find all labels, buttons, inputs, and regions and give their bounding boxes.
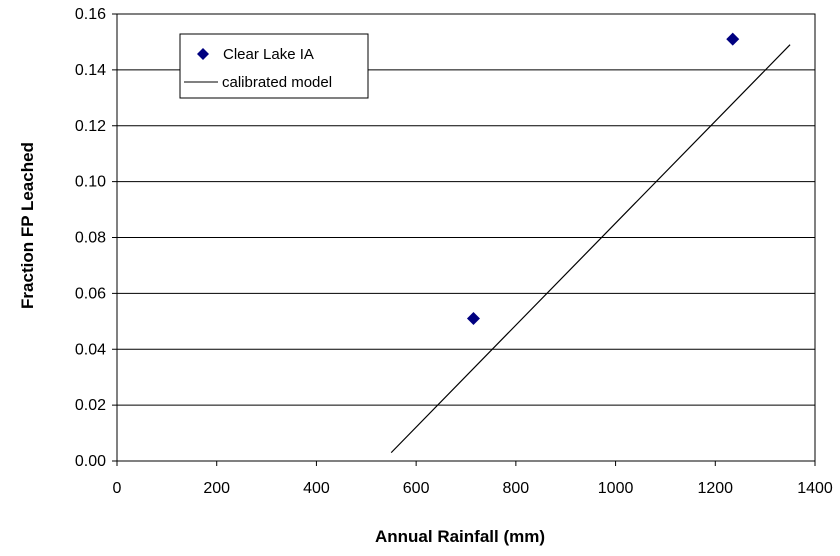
- grid-lines: [117, 69, 815, 406]
- y-tick-label: 0.10: [75, 174, 106, 191]
- series: [390, 32, 791, 454]
- y-tick-label: 0.02: [75, 397, 106, 414]
- y-tick-label: 0.00: [75, 453, 106, 470]
- legend-box: [179, 33, 369, 99]
- data-point: [726, 32, 740, 46]
- data-point: [466, 312, 480, 326]
- legend-marker-clear-lake: [197, 48, 209, 60]
- x-tick-label: 400: [303, 480, 330, 497]
- x-tick-label: 1000: [598, 480, 634, 497]
- y-tick-label: 0.12: [75, 118, 106, 135]
- y-tick-label: 0.06: [75, 285, 106, 302]
- axes: 0.00 0.02 0.04 0.06 0.08 0.10 0.12 0.14 0.16 0 200…: [75, 6, 833, 497]
- y-tick-label: 0.16: [75, 6, 106, 23]
- x-tick-label: 200: [203, 480, 230, 497]
- x-tick-label: 1400: [797, 480, 833, 497]
- x-tick-label: 600: [403, 480, 430, 497]
- legend-label-clear-lake: Clear Lake IA: [223, 46, 314, 63]
- x-tick-label: 1200: [697, 480, 733, 497]
- legend: Clear Lake IA calibrated model: [179, 33, 369, 99]
- x-tick-label: 800: [503, 480, 530, 497]
- x-axis-title: Annual Rainfall (mm): [375, 527, 545, 546]
- y-tick-label: 0.08: [75, 230, 106, 247]
- y-axis-title: Fraction FP Leached: [18, 142, 37, 309]
- x-tick-label: 0: [113, 480, 122, 497]
- model-line: [390, 44, 791, 454]
- legend-label-calibrated-model: calibrated model: [222, 74, 332, 91]
- y-tick-label: 0.14: [75, 62, 106, 79]
- y-tick-label: 0.04: [75, 341, 106, 358]
